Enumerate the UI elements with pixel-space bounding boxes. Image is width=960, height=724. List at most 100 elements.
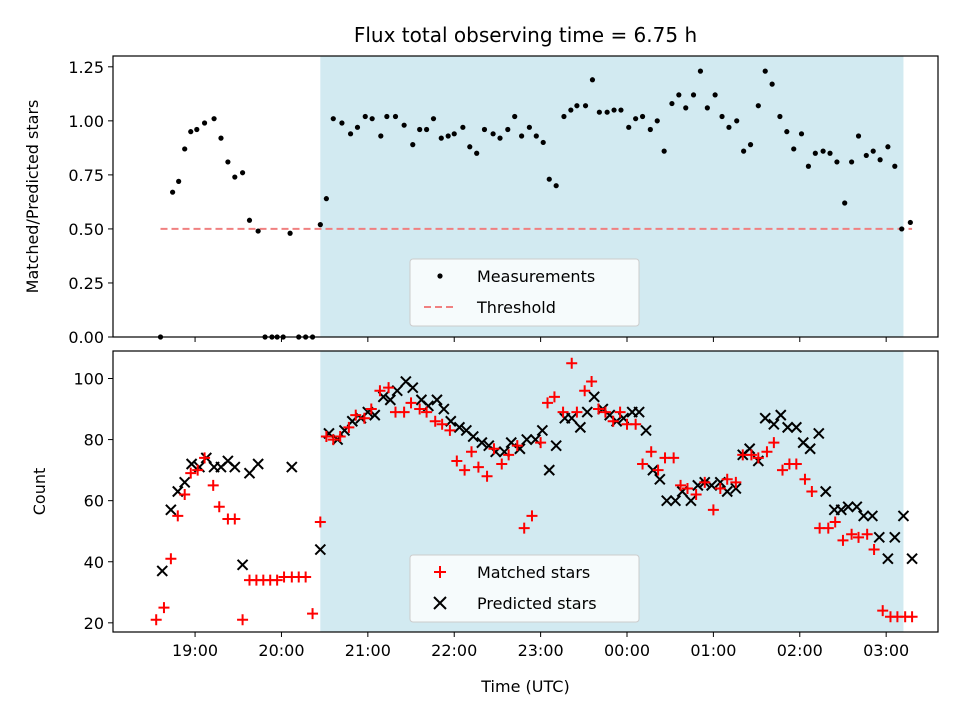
measurement-point (589, 77, 596, 83)
matched-star-point (334, 431, 346, 443)
matched-star-point (699, 476, 711, 488)
measurement-point (855, 133, 862, 139)
matched-star-point (405, 397, 417, 409)
predicted-star-point (407, 381, 419, 394)
matched-star-point (799, 473, 811, 485)
predicted-star-point (229, 461, 241, 473)
matched-star-point (675, 479, 687, 491)
measurement-point (885, 144, 891, 150)
predicted-star-point (467, 430, 479, 443)
matched-star-point (429, 415, 441, 427)
matched-star-point (571, 406, 583, 418)
predicted-star-point (384, 394, 397, 406)
predicted-star-point (819, 485, 832, 498)
predicted-star-point (835, 504, 847, 516)
matched-star-point (730, 476, 742, 488)
matched-star-point (777, 464, 789, 476)
matched-star-point (444, 424, 456, 436)
bottom-axes-frame (112, 350, 939, 633)
predicted-star-point (536, 424, 549, 437)
matched-star-point (542, 397, 554, 409)
matched-star-point (459, 464, 471, 476)
measurement-point (540, 139, 546, 146)
measurement-point (805, 163, 812, 169)
predicted-star-point (243, 467, 256, 479)
predicted-star-point (252, 458, 264, 470)
predicted-star-point (669, 494, 682, 507)
matched-star-point (637, 458, 649, 470)
matched-star-point (607, 415, 619, 427)
measurement-point (176, 178, 182, 184)
measurement-point (533, 133, 539, 139)
measurement-point (287, 230, 293, 236)
measurement-point (239, 170, 246, 176)
predicted-star-point (588, 391, 600, 403)
measurement-point (690, 92, 697, 98)
predicted-star-point (661, 494, 673, 507)
matched-star-point (566, 357, 578, 369)
matched-star-point (790, 458, 802, 470)
x-tick-label: 23:00 (518, 641, 564, 660)
y-tick-label: 0.75 (68, 166, 104, 185)
measurement-point (661, 148, 667, 154)
predicted-star-point (842, 501, 854, 513)
matched-star-point (868, 544, 880, 556)
matched-star-point (681, 482, 693, 494)
matched-star-point (472, 461, 484, 473)
measurement-point (712, 92, 718, 98)
top-axes-frame (112, 55, 939, 338)
y-tick-label: 60 (84, 492, 104, 511)
matched-star-point (745, 449, 757, 461)
measurement-point (246, 217, 253, 223)
predicted-star-point (314, 543, 327, 556)
legend-measurements-marker (437, 273, 443, 279)
measurement-point (877, 157, 883, 163)
x-tick-label: 00:00 (604, 641, 650, 660)
measurement-point (211, 116, 217, 122)
matched-star-point (837, 534, 849, 546)
matched-star-point (877, 605, 889, 617)
matched-star-point (436, 418, 448, 430)
matched-star-point (806, 486, 818, 497)
predicted-star-point (476, 436, 488, 449)
measurement-point (849, 159, 855, 165)
predicted-star-point (866, 510, 879, 522)
measurement-point (430, 116, 437, 122)
measurement-point (512, 113, 518, 120)
measurement-point (417, 126, 423, 133)
measurement-point (182, 146, 188, 152)
matched-star-point (761, 446, 773, 458)
measurement-point (232, 174, 238, 180)
measurement-point (330, 116, 336, 122)
y-tick-label: 0.25 (68, 274, 104, 293)
measurement-point (812, 150, 818, 156)
x-tick-label: 21:00 (345, 641, 391, 660)
matched-star-point (374, 385, 386, 397)
x-tick-label: 02:00 (777, 641, 823, 660)
legend-threshold-label: Threshold (476, 298, 556, 317)
y-tick-label: 80 (84, 431, 104, 450)
measurement-point (194, 126, 200, 133)
measurement-point (669, 100, 675, 107)
measurement-point (339, 120, 345, 126)
matched-star-point (466, 446, 478, 458)
matched-star-point (307, 608, 319, 620)
matched-star-point (300, 571, 312, 583)
y-tick-label: 1.25 (68, 58, 104, 77)
y-tick-label: 1.00 (68, 112, 104, 131)
y-tick-label: 0.50 (68, 220, 104, 239)
measurement-point (633, 116, 639, 122)
predicted-star-point (775, 409, 787, 421)
matched-star-point (237, 614, 249, 626)
matched-star-point (518, 522, 530, 534)
matched-star-point (229, 513, 241, 525)
bottom-y-axis-label: Count (30, 468, 49, 516)
measurement-point (401, 122, 407, 128)
top-y-axis-label: Matched/Predicted stars (23, 100, 42, 294)
legend-box (409, 258, 640, 327)
measurement-point (755, 103, 761, 109)
measurement-point (899, 226, 905, 232)
measurement-point (654, 118, 660, 124)
predicted-star-point (178, 476, 191, 489)
matched-star-point (906, 611, 918, 623)
